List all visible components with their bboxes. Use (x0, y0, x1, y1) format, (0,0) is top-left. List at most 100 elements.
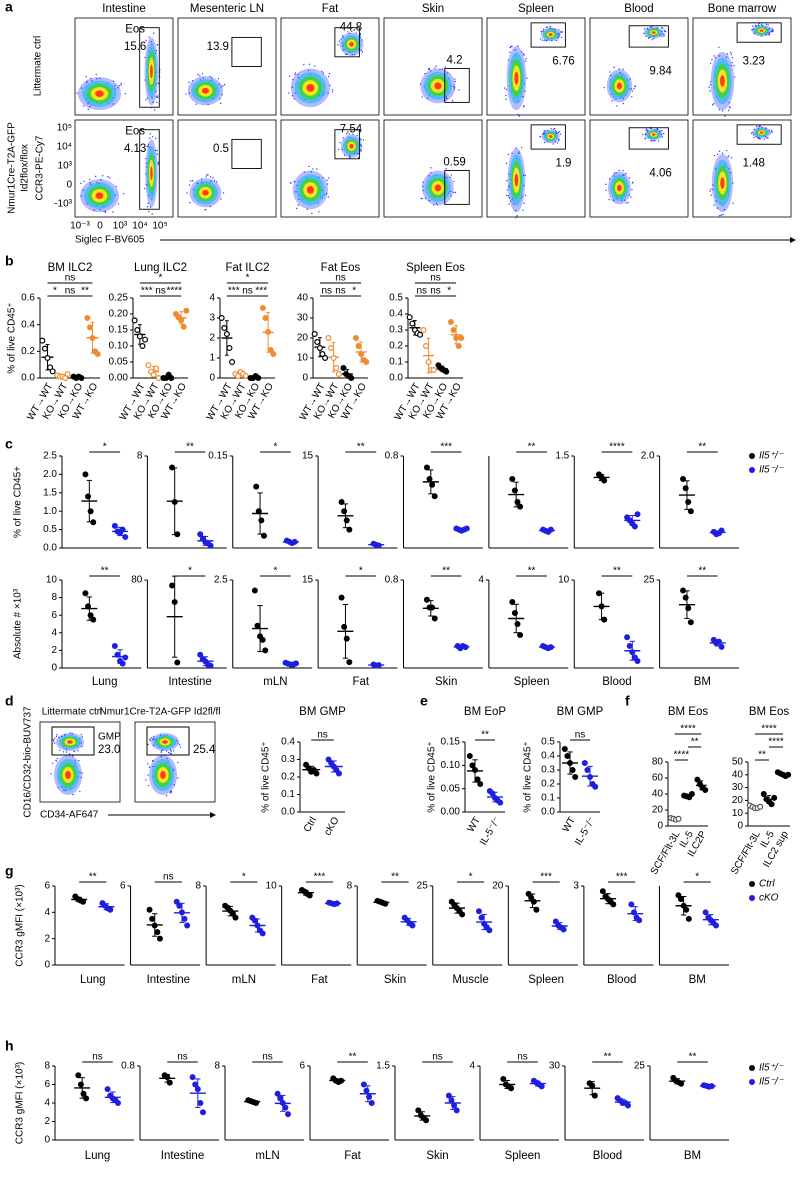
event-dot (446, 72, 449, 74)
event-dot (628, 177, 631, 179)
event-dot (722, 213, 724, 216)
y-tick-label: 40 (652, 789, 664, 800)
gate (530, 124, 566, 150)
event-dot (295, 207, 298, 210)
x-tick-label: BM (684, 1150, 701, 1162)
event-dot (80, 776, 82, 779)
event-dot (112, 103, 115, 105)
y-tick-label: 0 (44, 1135, 50, 1146)
y-tick-label: 8 (347, 881, 353, 892)
event-dot (623, 174, 625, 176)
y-tick-label: 25 (644, 575, 656, 586)
event-dot (150, 41, 152, 43)
event-dot (622, 169, 624, 172)
data-point (538, 1083, 545, 1090)
data-point (634, 511, 641, 518)
data-point (279, 1099, 286, 1106)
sig-label: *** (255, 286, 267, 297)
density (306, 83, 315, 92)
event-dot (211, 77, 213, 79)
event-dot (761, 126, 763, 129)
gate-value: 9.84 (649, 65, 672, 77)
event-dot (559, 133, 562, 135)
event-dot (523, 54, 525, 56)
sig-label: ns (262, 1052, 273, 1063)
event-dot (342, 137, 344, 139)
event-dot (152, 760, 154, 762)
x-tick-label: 10⁵ (152, 221, 167, 232)
event-dot (726, 149, 728, 152)
data-point (702, 909, 709, 916)
event-dot (754, 24, 757, 27)
event-dot (435, 65, 437, 67)
event-dot (558, 33, 561, 36)
data-point (218, 315, 225, 322)
flow-plot (589, 119, 689, 218)
y-tick-label: 0 (209, 373, 215, 384)
data-point (448, 1097, 455, 1104)
x-tick-label: WT (561, 815, 578, 834)
event-dot (314, 65, 316, 67)
x-tick-label: IL-5⁻/⁻ (573, 815, 598, 847)
y-tick-label: 40 (297, 293, 309, 304)
event-dot (430, 70, 432, 72)
sig-label: ** (613, 566, 621, 577)
flow-plot (589, 17, 689, 116)
data-point (634, 657, 641, 664)
gate-value: 0.59 (443, 157, 465, 169)
event-dot (71, 732, 74, 735)
event-dot (76, 92, 78, 94)
column-header: Mesenteric LN (190, 3, 264, 15)
y-tick-label: 0.25 (109, 293, 129, 304)
event-dot (633, 88, 635, 90)
data-point (189, 1074, 196, 1081)
y-tick-label: 4 (51, 627, 57, 638)
x-tick-label: Lung (85, 1150, 111, 1162)
data-point (111, 642, 118, 649)
data-point (265, 329, 272, 336)
gate-value: 0.5 (213, 143, 229, 155)
y-tick-label: 0.2 (541, 779, 555, 790)
y-tick-label: 3 (209, 313, 215, 324)
event-dot (160, 750, 163, 752)
event-dot (101, 175, 104, 177)
panel-letter: h (5, 1038, 14, 1054)
y-tick-label: 0.20 (109, 309, 129, 320)
event-dot (157, 96, 159, 99)
data-point (431, 493, 438, 500)
event-dot (618, 169, 620, 172)
event-dot (342, 49, 345, 51)
event-dot (622, 98, 624, 100)
y-tick-label: 0.6 (21, 293, 35, 304)
data-point (525, 890, 532, 897)
data-point (426, 476, 433, 483)
data-point (197, 651, 204, 658)
event-dot (122, 193, 125, 195)
event-dot (522, 106, 525, 108)
data-point (517, 631, 524, 638)
event-dot (661, 26, 663, 29)
sig-label: * (695, 872, 699, 883)
event-dot (327, 92, 329, 94)
data-point (683, 906, 690, 913)
event-dot (179, 746, 182, 748)
event-dot (663, 132, 665, 135)
column-header: Skin (422, 3, 444, 15)
data-point (164, 1074, 171, 1081)
data-point (346, 526, 353, 533)
event-dot (454, 78, 456, 80)
y-tick-label: 25 (634, 1061, 646, 1072)
flow-plot (486, 17, 586, 116)
y-tick-label: 0.5 (389, 293, 403, 304)
event-dot (146, 97, 149, 99)
flow-plot (39, 721, 121, 803)
density (759, 131, 764, 134)
density (514, 71, 519, 85)
chart-title: Fat ILC2 (225, 262, 269, 274)
y-tick-label: 0.0 (541, 807, 555, 818)
event-dot (510, 45, 512, 48)
event-dot (449, 176, 451, 178)
event-dot (770, 129, 773, 131)
event-dot (540, 38, 542, 40)
